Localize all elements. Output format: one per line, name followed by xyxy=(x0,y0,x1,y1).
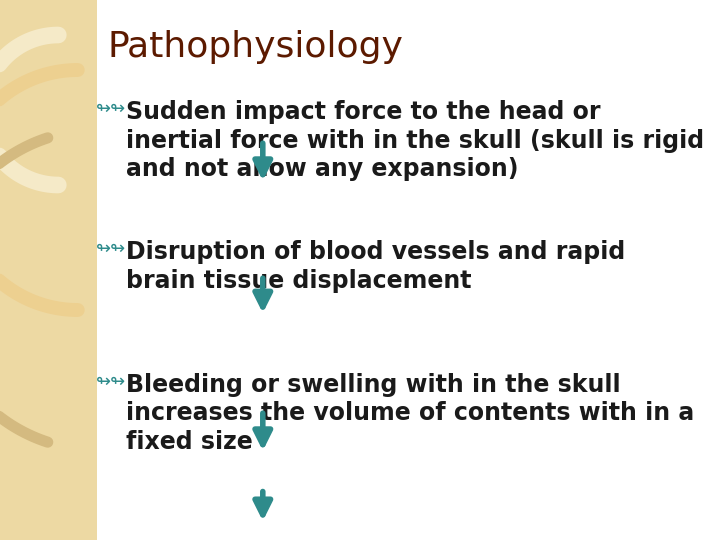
Text: Disruption of blood vessels and rapid
brain tissue displacement: Disruption of blood vessels and rapid br… xyxy=(126,240,625,293)
Bar xyxy=(0,0,97,540)
Text: ↬↬: ↬↬ xyxy=(96,240,127,258)
Text: Pathophysiology: Pathophysiology xyxy=(107,30,403,64)
Text: ↬↬: ↬↬ xyxy=(96,373,127,390)
Text: Sudden impact force to the head or
inertial force with in the skull (skull is ri: Sudden impact force to the head or inert… xyxy=(126,100,704,181)
Text: ↬↬: ↬↬ xyxy=(96,100,127,118)
Text: Bleeding or swelling with in the skull
increases the volume of contents with in : Bleeding or swelling with in the skull i… xyxy=(126,373,694,454)
